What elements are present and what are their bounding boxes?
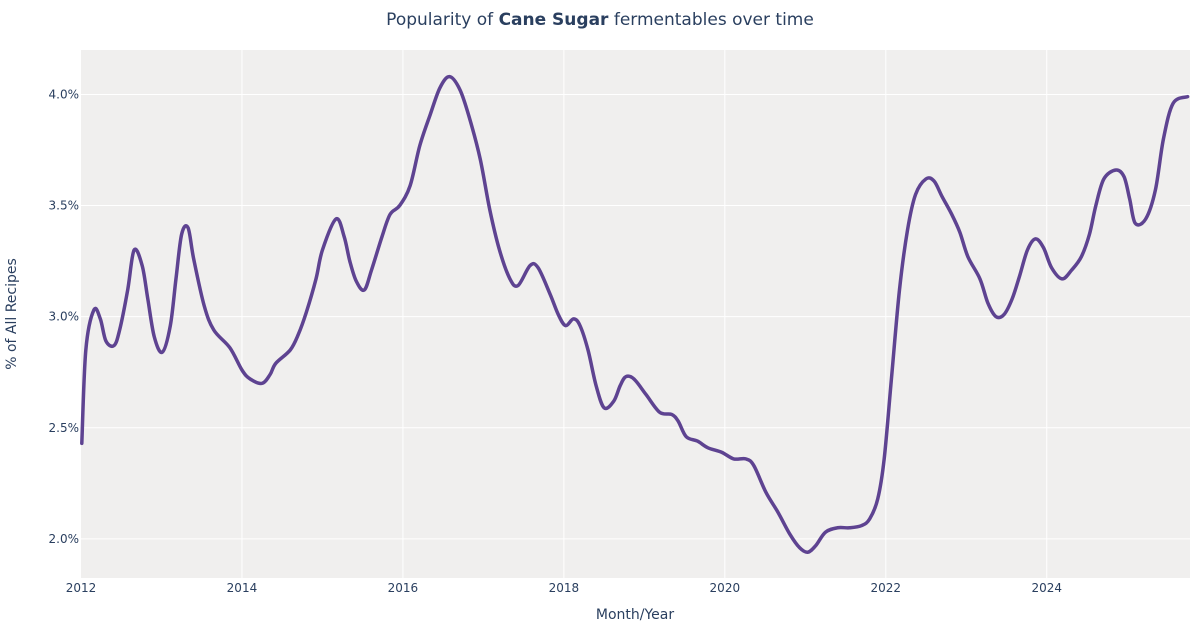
x-tick-label: 2022 xyxy=(871,581,902,595)
y-axis: 2.0% 2.5% 3.0% 3.5% 4.0% xyxy=(49,87,80,545)
x-tick-label: 2018 xyxy=(549,581,580,595)
y-axis-label: % of All Recipes xyxy=(4,258,20,370)
x-axis: 2012 2014 2016 2018 2020 2022 2024 xyxy=(66,581,1062,595)
y-tick-label: 3.5% xyxy=(49,199,80,213)
x-axis-label: Month/Year xyxy=(596,607,674,623)
x-tick-label: 2012 xyxy=(66,581,97,595)
chart-title: Popularity of Cane Sugar fermentables ov… xyxy=(386,10,814,30)
series-line xyxy=(80,74,1190,555)
plot-background xyxy=(81,50,1190,578)
grid xyxy=(81,50,1190,578)
x-tick-label: 2024 xyxy=(1031,581,1062,595)
x-tick-label: 2016 xyxy=(388,581,419,595)
x-tick-label: 2020 xyxy=(710,581,741,595)
y-tick-label: 2.5% xyxy=(49,421,80,435)
y-tick-label: 3.0% xyxy=(49,310,80,324)
x-tick-label: 2014 xyxy=(227,581,258,595)
y-tick-label: 4.0% xyxy=(49,87,80,101)
y-tick-label: 2.0% xyxy=(49,532,80,546)
